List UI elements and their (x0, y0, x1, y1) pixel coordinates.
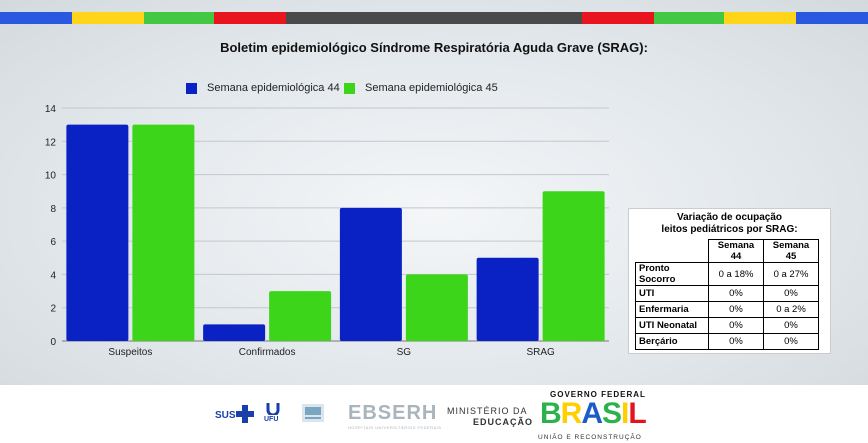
cell-uti-w44: 0% (708, 285, 764, 302)
ufu-emblem-icon (266, 403, 280, 415)
governo-federal-text: GOVERNO FEDERAL (550, 390, 646, 399)
stripe-segment (724, 12, 796, 24)
y-tick-label: 8 (50, 204, 56, 215)
legend-item-series2: Semana epidemiológica 45 (344, 82, 498, 94)
x-tick-label: SRAG (526, 347, 555, 358)
hospital-emblem-icon (302, 404, 324, 422)
cell-enfermaria-w45: 0 a 2% (763, 301, 819, 318)
footer-logos: SUS UFU EBSERH HOSPITAIS UNIVERSITÁRIOS … (0, 385, 868, 443)
uniao-reconstrucao-text: UNIÃO E RECONSTRUÇÃO (538, 434, 642, 441)
y-tick-label: 12 (45, 137, 57, 148)
table-title-line2: leitos pediátricos por SRAG: (661, 224, 798, 235)
y-tick-label: 14 (45, 104, 57, 115)
y-tick-label: 6 (50, 237, 56, 248)
occupancy-table-panel: Variação de ocupação leitos pediátricos … (628, 208, 831, 354)
ebserh-subtitle: HOSPITAIS UNIVERSITÁRIOS FEDERAIS (348, 425, 442, 430)
y-tick-label: 2 (50, 304, 56, 315)
legend-item-series1: Semana epidemiológica 44 (186, 82, 340, 94)
cell-pronto-socorro-w45: 0 a 27% (763, 262, 819, 286)
stripe-segment (214, 12, 286, 24)
cell-uti-neonatal-w44: 0% (708, 317, 764, 334)
table-row: UTI Neonatal 0% 0% (635, 317, 819, 334)
table-row: Pronto Socorro 0 a 18% 0 a 27% (635, 262, 819, 286)
legend-swatch-series2 (344, 82, 355, 94)
row-label-bercario: Berçário (635, 333, 709, 350)
table-corner-cell (635, 239, 709, 263)
table-header-week45: Semana 45 (763, 239, 819, 263)
y-tick-label: 10 (45, 171, 57, 182)
bar-chart: 0 2 4 6 8 10 12 14 Suspeitos Confirmados SG SRAG (45, 104, 609, 358)
bar (339, 207, 402, 341)
brasil-logo: BRASIL (540, 397, 647, 430)
legend-swatch-series1 (186, 82, 197, 94)
cell-uti-neonatal-w45: 0% (763, 317, 819, 334)
x-tick-label: Suspeitos (108, 347, 152, 358)
ministerio-line2: EDUCAÇÃO (473, 417, 534, 427)
stripe-segment (0, 12, 72, 24)
table-row: UTI 0% 0% (635, 285, 819, 302)
table-title-line1: Variação de ocupação (676, 212, 783, 223)
table-header-week44: Semana 44 (708, 239, 764, 263)
y-tick-label: 0 (50, 337, 56, 348)
bar (203, 324, 266, 341)
stripe-segment (286, 12, 582, 24)
stripe-segment (654, 12, 724, 24)
bar (132, 124, 195, 342)
table-row: Berçário 0% 0% (635, 333, 819, 350)
bar (405, 274, 468, 341)
x-tick-label: Confirmados (239, 347, 296, 358)
cell-uti-w45: 0% (763, 285, 819, 302)
stripe-segment (72, 12, 144, 24)
stripe-segment (582, 12, 654, 24)
row-label-pronto-socorro: Pronto Socorro (635, 262, 709, 286)
stripe-segment (796, 12, 868, 24)
legend-label-series2: Semana epidemiológica 45 (365, 82, 498, 94)
ministerio-line1: MINISTÉRIO DA (447, 406, 528, 416)
ufu-logo-text: UFU (264, 416, 279, 423)
occupancy-table: Semana 44 Semana 45 Pronto Socorro 0 a 1… (635, 239, 819, 350)
stripe-segment (144, 12, 214, 24)
legend-label-series1: Semana epidemiológica 44 (207, 82, 340, 94)
chart-title: Boletim epidemiológico Síndrome Respirat… (220, 40, 648, 55)
x-tick-label: SG (397, 347, 412, 358)
table-title: Variação de ocupação leitos pediátricos … (629, 212, 830, 236)
row-label-uti-neonatal: UTI Neonatal (635, 317, 709, 334)
cell-pronto-socorro-w44: 0 a 18% (708, 262, 764, 286)
cell-enfermaria-w44: 0% (708, 301, 764, 318)
y-tick-label: 4 (50, 270, 56, 281)
bar (476, 257, 539, 341)
sus-logo-text: SUS (215, 410, 236, 421)
bar (66, 124, 129, 342)
table-row: Enfermaria 0% 0 a 2% (635, 301, 819, 318)
sus-cross-icon (236, 405, 254, 423)
row-label-uti: UTI (635, 285, 709, 302)
bar (542, 191, 605, 341)
bar (269, 291, 332, 341)
row-label-enfermaria: Enfermaria (635, 301, 709, 318)
cell-bercario-w45: 0% (763, 333, 819, 350)
table-header-row: Semana 44 Semana 45 (635, 239, 819, 263)
cell-bercario-w44: 0% (708, 333, 764, 350)
ebserh-logo-text: EBSERH (348, 402, 438, 424)
